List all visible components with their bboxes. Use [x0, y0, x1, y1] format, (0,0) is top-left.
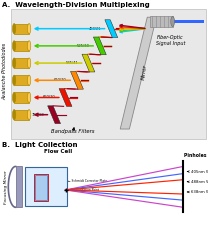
Bar: [34, 174, 48, 201]
Ellipse shape: [12, 24, 16, 34]
Text: Avalanche Photodiodes: Avalanche Photodiodes: [2, 43, 7, 100]
Text: Mirror: Mirror: [141, 64, 148, 80]
Text: Bandpass Filters: Bandpass Filters: [51, 130, 95, 134]
Polygon shape: [59, 89, 72, 106]
Text: 488nm WDM: 488nm WDM: [191, 180, 208, 184]
Ellipse shape: [12, 110, 16, 120]
Bar: [35, 175, 47, 200]
Ellipse shape: [12, 92, 16, 103]
Bar: [14, 41, 29, 51]
Ellipse shape: [27, 58, 31, 68]
Text: Flow Cell: Flow Cell: [44, 149, 72, 154]
Bar: [14, 24, 29, 34]
Text: 488/21: 488/21: [89, 27, 101, 31]
Ellipse shape: [12, 58, 16, 68]
Polygon shape: [105, 20, 118, 38]
Bar: [14, 75, 29, 86]
Text: B.  Light Collection: B. Light Collection: [2, 142, 77, 148]
Text: 780/60: 780/60: [31, 113, 44, 117]
Ellipse shape: [12, 41, 16, 51]
Text: Beam
Fiber: Beam Fiber: [36, 180, 45, 188]
Polygon shape: [93, 37, 106, 55]
Bar: [150, 17, 173, 26]
Text: Pinholes to Fiber-Optics: Pinholes to Fiber-Optics: [184, 153, 208, 158]
Bar: [14, 92, 29, 103]
Text: 638nm WDM: 638nm WDM: [191, 190, 208, 194]
Ellipse shape: [171, 17, 175, 26]
Text: 610/20: 610/20: [54, 78, 67, 82]
Text: Focusing Mirror: Focusing Mirror: [4, 170, 8, 204]
Polygon shape: [48, 106, 61, 124]
Text: Fiber-Optic
Signal Input: Fiber-Optic Signal Input: [156, 35, 185, 46]
Text: A.  Wavelength-Division Multiplexing: A. Wavelength-Division Multiplexing: [2, 2, 149, 8]
Text: 405nm WDM: 405nm WDM: [191, 170, 208, 174]
Bar: [25, 167, 67, 206]
Ellipse shape: [27, 41, 31, 51]
Text: 660/20: 660/20: [43, 95, 56, 99]
Text: 585/41: 585/41: [66, 61, 78, 65]
Bar: [14, 110, 29, 120]
Polygon shape: [120, 17, 156, 129]
Polygon shape: [71, 71, 83, 89]
Ellipse shape: [27, 24, 31, 34]
Text: ← Schmidt Corrector Plate: ← Schmidt Corrector Plate: [68, 179, 107, 183]
Bar: [14, 58, 29, 68]
Bar: [173, 20, 204, 23]
Ellipse shape: [27, 92, 31, 103]
Bar: [34, 174, 48, 201]
Ellipse shape: [12, 75, 16, 86]
Polygon shape: [82, 54, 95, 72]
Ellipse shape: [27, 75, 31, 86]
Ellipse shape: [27, 110, 31, 120]
Polygon shape: [16, 166, 22, 207]
Text: ← Interrogation Point: ← Interrogation Point: [68, 188, 99, 192]
Text: 525/30: 525/30: [77, 44, 90, 48]
